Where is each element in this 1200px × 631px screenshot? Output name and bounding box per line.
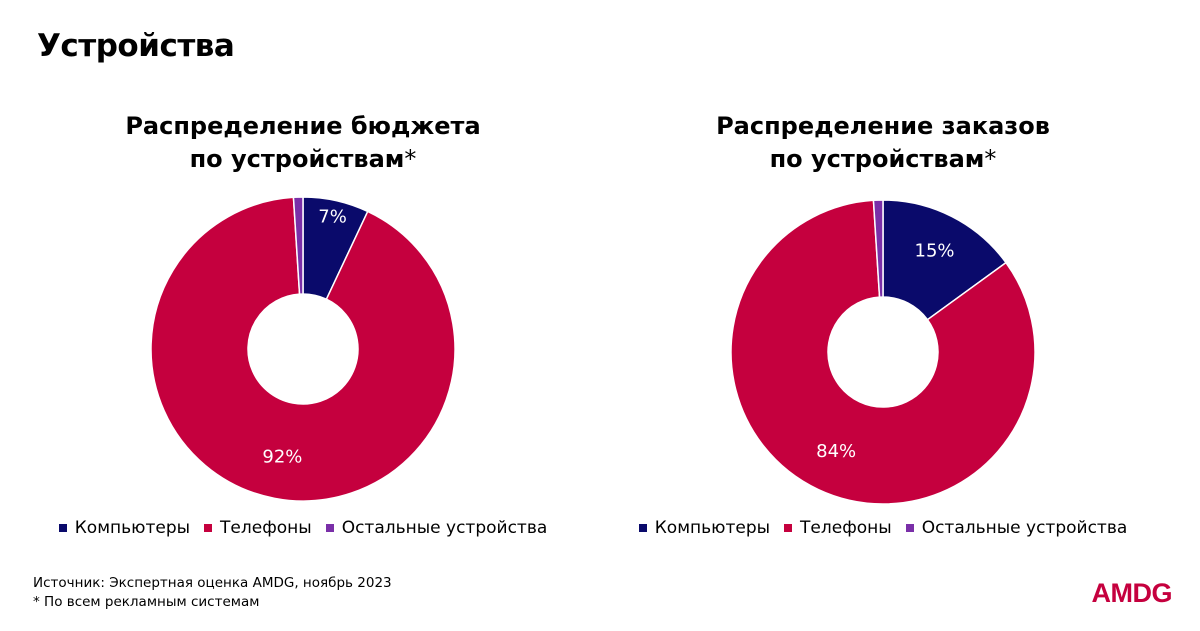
legend-swatch-others (905, 524, 914, 532)
orders-chart-panel: Распределение заказов по устройствам* 15… (623, 110, 1143, 550)
footnote: * По всем рекламным системам (33, 594, 260, 610)
chart-title-line-2: по устройствам (769, 145, 985, 173)
orders-donut-chart: 15% 84% (730, 199, 1036, 505)
legend-swatch-computers (638, 524, 647, 532)
legend-label: Компьютеры (74, 518, 191, 538)
chart-legend: Компьютеры Телефоны Остальные устройства (43, 518, 563, 538)
legend-label: Остальные устройства (341, 518, 548, 538)
source-note: Источник: Экспертная оценка AMDG, ноябрь… (33, 575, 392, 591)
budget-donut-chart: 7% 92% (150, 196, 456, 502)
legend-swatch-computers (58, 524, 67, 532)
slice-computers (882, 199, 1008, 321)
legend-label: Телефоны (800, 518, 892, 538)
title-asterisk: * (404, 145, 417, 173)
legend-label: Телефоны (220, 518, 312, 538)
legend-label: Остальные устройства (921, 518, 1128, 538)
title-asterisk: * (984, 145, 997, 173)
slice-others (872, 199, 884, 298)
legend-item-computers: Компьютеры (58, 518, 191, 538)
data-label-phones: 84% (816, 441, 856, 462)
legend-swatch-others (325, 524, 334, 532)
brand-logo: AMDG (1091, 578, 1173, 608)
data-label-phones: 92% (262, 447, 302, 468)
slice-phones (150, 196, 456, 502)
chart-title: Распределение заказов по устройствам* (623, 110, 1143, 176)
legend-item-computers: Компьютеры (638, 518, 771, 538)
legend-item-phones: Телефоны (204, 518, 312, 538)
page-title: Устройства (37, 28, 235, 64)
slice-phones (730, 199, 1036, 505)
budget-chart-panel: Распределение бюджета по устройствам* 7%… (43, 110, 563, 550)
data-label-computers: 7% (318, 206, 347, 227)
footer-notes: Источник: Экспертная оценка AMDG, ноябрь… (33, 574, 392, 612)
chart-title-line-1: Распределение заказов (716, 112, 1050, 140)
legend-label: Компьютеры (654, 518, 771, 538)
chart-title-line-2: по устройствам (189, 145, 405, 173)
legend-item-others: Остальные устройства (325, 518, 548, 538)
data-label-computers: 15% (915, 240, 955, 261)
legend-swatch-phones (784, 524, 793, 532)
legend-swatch-phones (204, 524, 213, 532)
chart-title: Распределение бюджета по устройствам* (43, 110, 563, 176)
chart-title-line-1: Распределение бюджета (125, 112, 481, 140)
slice-others (292, 196, 304, 295)
legend-item-phones: Телефоны (784, 518, 892, 538)
legend-item-others: Остальные устройства (905, 518, 1128, 538)
chart-legend: Компьютеры Телефоны Остальные устройства (623, 518, 1143, 538)
